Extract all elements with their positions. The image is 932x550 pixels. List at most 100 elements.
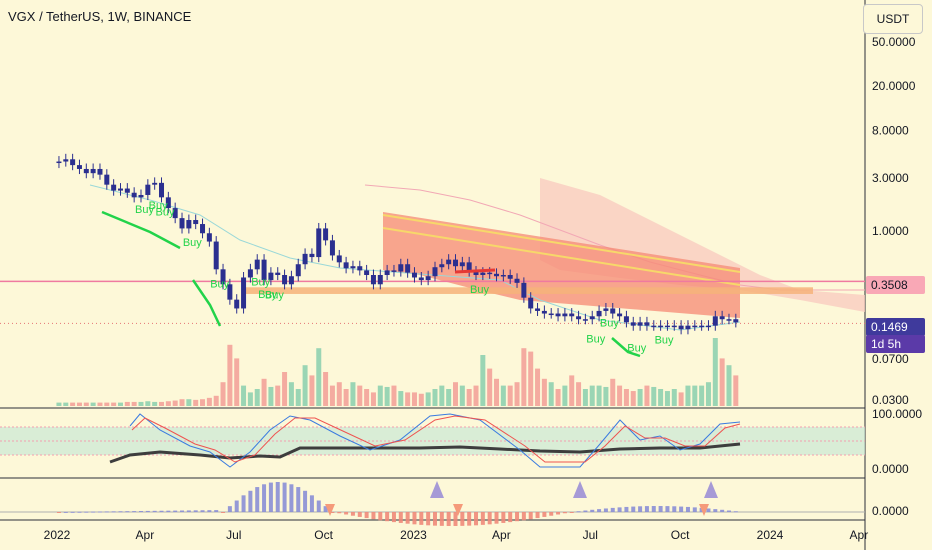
macd-histogram-bar <box>262 484 267 512</box>
volume-bar <box>671 389 677 406</box>
candle <box>323 228 329 241</box>
candle <box>117 188 123 191</box>
symbol-title[interactable]: VGX / TetherUS, 1W, BINANCE <box>8 9 192 24</box>
macd-histogram-bar <box>726 510 731 512</box>
candle <box>535 308 541 311</box>
macd-histogram-bar <box>692 507 697 512</box>
buy-signal-label: Buy <box>210 278 229 290</box>
macd-histogram-bar <box>515 512 520 522</box>
candle <box>70 159 76 166</box>
candle <box>733 319 739 323</box>
candle <box>213 241 219 270</box>
macd-histogram-bar <box>432 512 437 526</box>
volume-bar <box>726 365 732 406</box>
candle <box>364 270 370 276</box>
candle <box>630 322 636 326</box>
volume-bar <box>398 391 404 406</box>
candle <box>200 224 206 234</box>
macd-histogram-bar <box>672 506 677 512</box>
volume-bar <box>364 389 370 406</box>
candle <box>104 174 110 185</box>
volume-bar <box>480 355 486 406</box>
volume-bar <box>664 391 670 406</box>
time-axis-label: Apr <box>492 528 511 542</box>
macd-histogram-bar <box>576 511 581 513</box>
macd-histogram-bar <box>638 506 643 512</box>
volume-bar <box>651 386 657 406</box>
volume-bar <box>535 368 541 406</box>
volume-bar <box>658 389 664 406</box>
macd-histogram-bar <box>289 484 294 512</box>
candle <box>658 325 664 328</box>
macd-down-triangle <box>325 504 335 516</box>
macd-histogram-bar <box>508 512 513 523</box>
candle <box>261 259 267 281</box>
candle <box>391 270 397 272</box>
candle <box>336 255 342 263</box>
candle <box>692 325 698 328</box>
volume-bar <box>76 402 82 406</box>
candle <box>220 269 226 285</box>
volume-bar <box>391 385 397 406</box>
volume-bar <box>637 389 643 406</box>
volume-bar <box>596 385 602 406</box>
volume-bar <box>555 389 561 406</box>
buy-signal-label: Buy <box>470 284 489 296</box>
candle <box>97 168 103 175</box>
price-axis-tick: 50.0000 <box>872 35 916 49</box>
candle <box>610 308 616 314</box>
volume-bar <box>569 375 575 406</box>
macd-histogram-bar <box>344 512 349 515</box>
macd-histogram-bar <box>679 506 684 512</box>
volume-bar <box>589 385 595 406</box>
candle <box>165 197 171 209</box>
volume-bar <box>370 392 376 406</box>
candle <box>664 325 670 328</box>
volume-bar <box>466 389 472 406</box>
volume-bar <box>528 351 534 406</box>
currency-selector[interactable]: USDT <box>863 4 923 34</box>
volume-bar <box>452 382 458 406</box>
volume-bar <box>282 372 288 406</box>
candle <box>384 270 390 276</box>
macd-histogram-bar <box>426 512 431 526</box>
volume-bar <box>418 393 424 406</box>
candle <box>699 325 705 328</box>
candle <box>288 276 294 285</box>
candle <box>193 220 199 225</box>
time-axis-label: Apr <box>136 528 155 542</box>
candle <box>452 259 458 267</box>
volume-bar <box>159 401 165 406</box>
candle <box>411 272 417 278</box>
volume-bar <box>610 378 616 406</box>
buy-signal-label: Buy <box>586 333 605 345</box>
ichimoku-cloud <box>540 178 865 312</box>
macd-histogram-bar <box>706 508 711 512</box>
buy-signal-label: Buy <box>655 335 674 347</box>
candle <box>439 264 445 268</box>
time-axis-label: 2022 <box>44 528 71 542</box>
volume-bar <box>97 402 103 406</box>
macd-histogram-bar <box>535 512 540 519</box>
candle <box>124 188 130 193</box>
candle <box>138 194 144 198</box>
candle <box>316 228 322 258</box>
macd-histogram-bar <box>583 510 588 512</box>
macd-histogram-bar <box>467 512 472 526</box>
volume-bar <box>70 402 76 406</box>
candle <box>90 168 96 174</box>
volume-bar <box>562 385 568 406</box>
candle <box>494 273 500 277</box>
candle <box>446 259 452 265</box>
candle <box>302 253 308 265</box>
macd-histogram-bar <box>371 512 376 520</box>
macd-histogram-bar <box>665 506 670 512</box>
macd-histogram-bar <box>173 510 178 512</box>
candle <box>63 159 69 162</box>
buy-signal-label: Buy <box>265 290 284 302</box>
macd-histogram-bar <box>474 512 479 526</box>
volume-bar <box>603 386 609 406</box>
macd-histogram-bar <box>234 500 239 512</box>
volume-bar <box>623 389 629 406</box>
